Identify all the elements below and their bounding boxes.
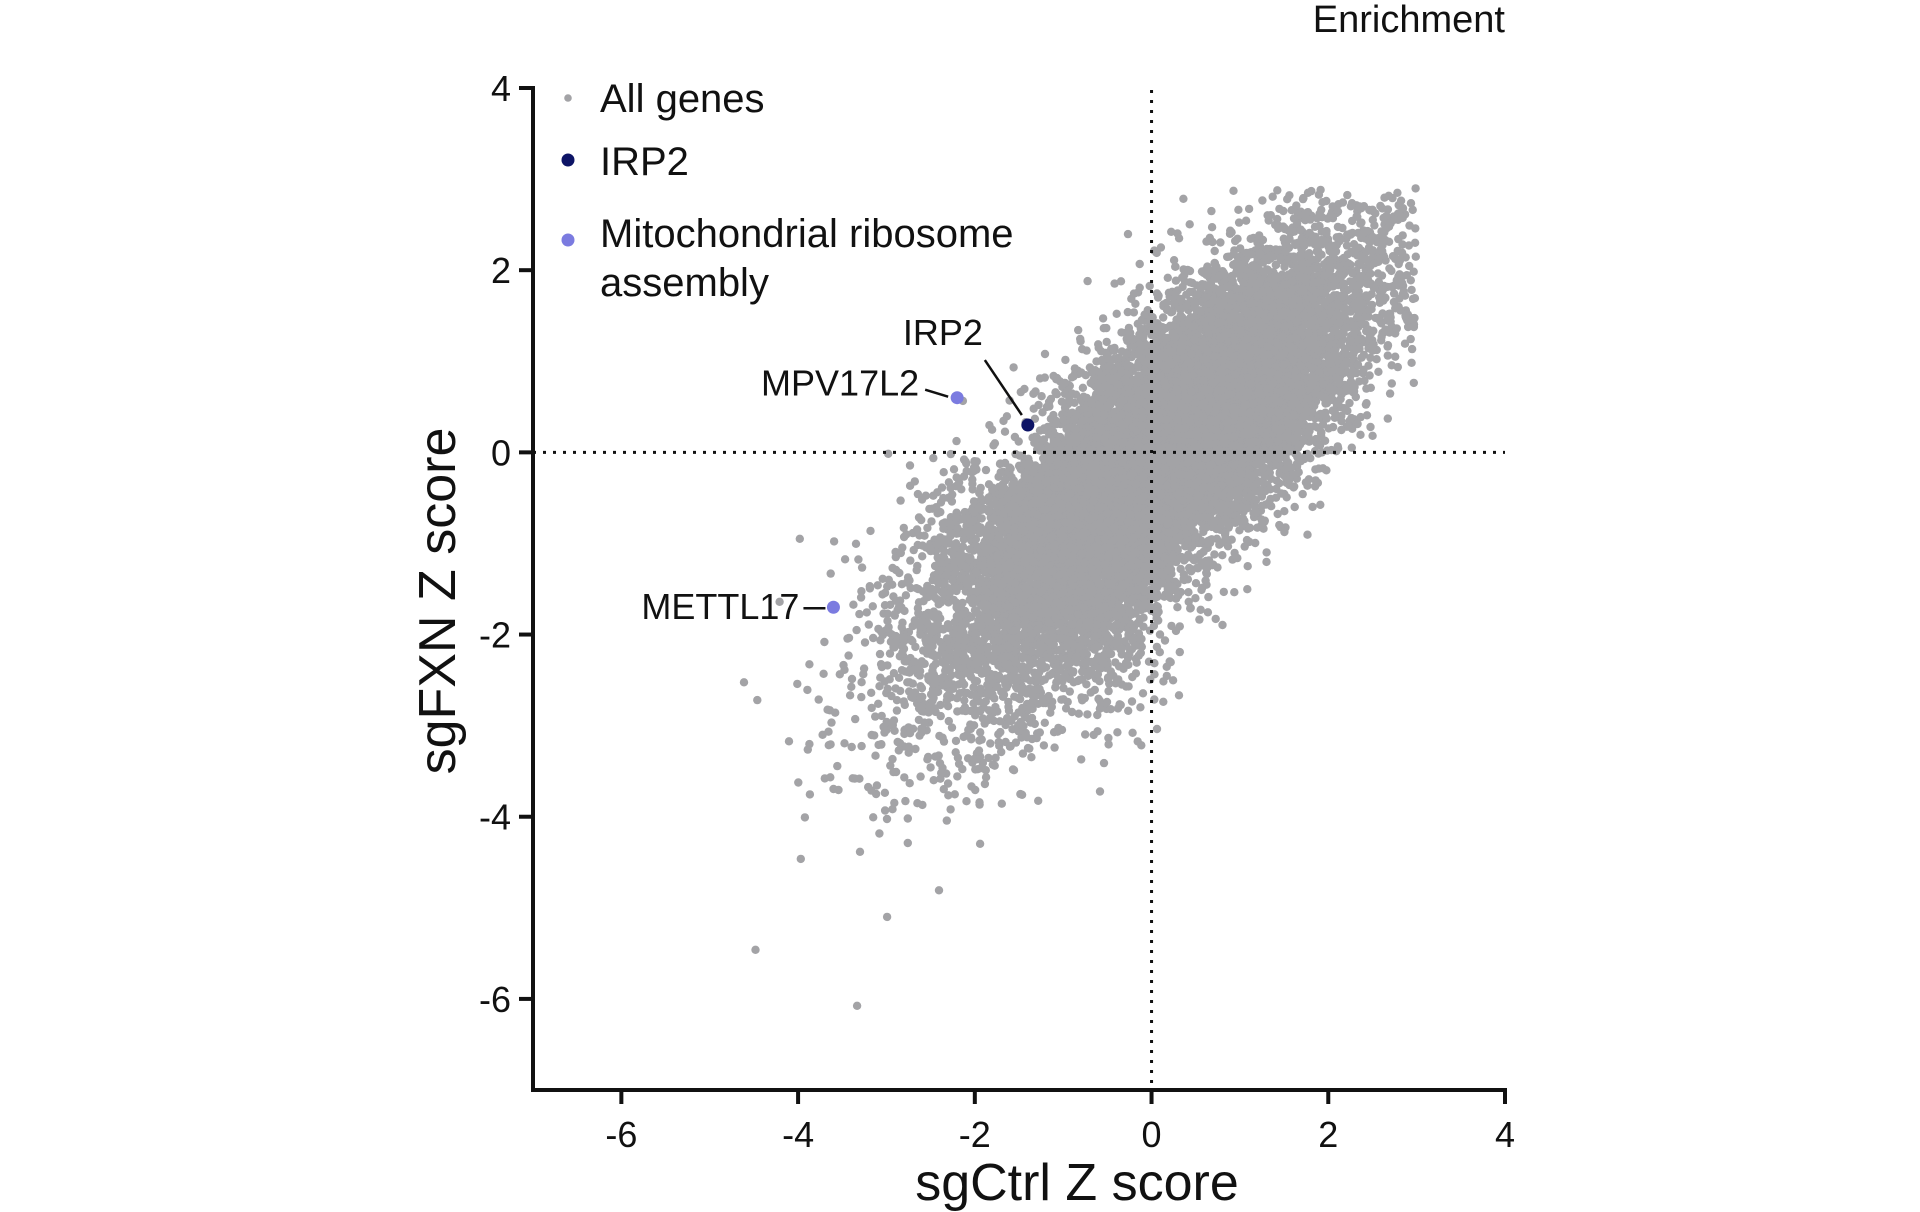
all-genes-point bbox=[794, 778, 803, 787]
all-genes-point bbox=[1098, 314, 1108, 323]
all-genes-point bbox=[985, 421, 994, 430]
all-genes-point bbox=[929, 453, 938, 463]
all-genes-point bbox=[1138, 689, 1148, 698]
all-genes-point bbox=[1011, 738, 1021, 747]
all-genes-point bbox=[1298, 489, 1307, 499]
all-genes-point bbox=[1078, 383, 1088, 392]
all-genes-point bbox=[917, 495, 927, 504]
all-genes-point bbox=[916, 772, 925, 781]
all-genes-point bbox=[942, 816, 951, 825]
all-genes-point bbox=[854, 555, 863, 564]
all-genes-point bbox=[1112, 309, 1121, 318]
all-genes-point bbox=[1280, 507, 1289, 516]
all-genes-point bbox=[1159, 313, 1168, 322]
all-genes-point bbox=[739, 678, 749, 687]
all-genes-point bbox=[1061, 704, 1071, 713]
all-genes-point bbox=[1411, 224, 1420, 233]
all-genes-point bbox=[975, 839, 985, 848]
all-genes-point bbox=[1089, 730, 1098, 740]
all-genes-point bbox=[803, 685, 812, 695]
all-genes-point bbox=[852, 1001, 862, 1010]
all-genes-point bbox=[962, 797, 971, 806]
all-genes-point bbox=[820, 637, 829, 647]
all-genes-point bbox=[1168, 676, 1178, 685]
all-genes-point bbox=[1155, 648, 1165, 657]
all-genes-point bbox=[1211, 614, 1220, 624]
all-genes-point bbox=[819, 669, 828, 678]
all-genes-point bbox=[938, 733, 947, 742]
all-genes-point bbox=[1243, 585, 1252, 594]
all-genes-point bbox=[1040, 718, 1050, 727]
all-genes-point bbox=[986, 739, 995, 748]
all-genes-point bbox=[855, 847, 865, 856]
all-genes-point bbox=[1106, 705, 1115, 714]
all-genes-point bbox=[847, 682, 856, 691]
all-genes-point bbox=[1136, 703, 1145, 712]
all-genes-point bbox=[1171, 276, 1181, 285]
all-genes-point bbox=[1357, 353, 1366, 362]
all-genes-point bbox=[872, 781, 882, 790]
all-genes-point bbox=[980, 779, 990, 789]
all-genes-points bbox=[739, 184, 1421, 1010]
all-genes-point bbox=[1005, 742, 1015, 751]
all-genes-point bbox=[877, 711, 886, 721]
all-genes-point bbox=[1050, 743, 1059, 752]
all-genes-point bbox=[1376, 201, 1385, 211]
all-genes-point bbox=[1039, 741, 1049, 750]
all-genes-point bbox=[800, 813, 810, 822]
all-genes-point bbox=[1191, 579, 1201, 588]
all-genes-point bbox=[1243, 562, 1252, 571]
all-genes-point bbox=[981, 773, 991, 782]
all-genes-point bbox=[1093, 710, 1102, 720]
all-genes-point bbox=[939, 785, 948, 794]
all-genes-point bbox=[751, 945, 760, 954]
all-genes-point bbox=[882, 814, 892, 824]
all-genes-point bbox=[892, 706, 902, 715]
all-genes-point bbox=[818, 730, 827, 739]
all-genes-point bbox=[1099, 758, 1109, 768]
all-genes-point bbox=[840, 739, 849, 748]
all-genes-point bbox=[867, 688, 876, 697]
all-genes-point bbox=[1145, 281, 1154, 291]
all-genes-point bbox=[944, 478, 954, 487]
all-genes-point bbox=[831, 708, 840, 717]
all-genes-point bbox=[1308, 502, 1317, 512]
all-genes-point bbox=[873, 581, 882, 590]
all-genes-point bbox=[851, 714, 860, 724]
all-genes-point bbox=[926, 763, 935, 772]
all-genes-point bbox=[857, 692, 866, 702]
all-genes-point bbox=[875, 829, 884, 838]
all-genes-point bbox=[847, 742, 856, 752]
all-genes-point bbox=[1110, 279, 1119, 288]
all-genes-point bbox=[1163, 273, 1173, 282]
corner-label: Enrichment bbox=[1313, 0, 1506, 41]
all-genes-point bbox=[1014, 437, 1023, 446]
all-genes-point bbox=[814, 695, 823, 704]
all-genes-point bbox=[1207, 223, 1217, 232]
all-genes-point bbox=[1365, 371, 1374, 380]
all-genes-point bbox=[852, 625, 861, 635]
all-genes-point bbox=[1258, 196, 1267, 205]
all-genes-point bbox=[923, 523, 932, 533]
all-genes-point bbox=[1303, 530, 1312, 539]
all-genes-point bbox=[1104, 686, 1113, 696]
all-genes-point bbox=[1203, 608, 1213, 617]
